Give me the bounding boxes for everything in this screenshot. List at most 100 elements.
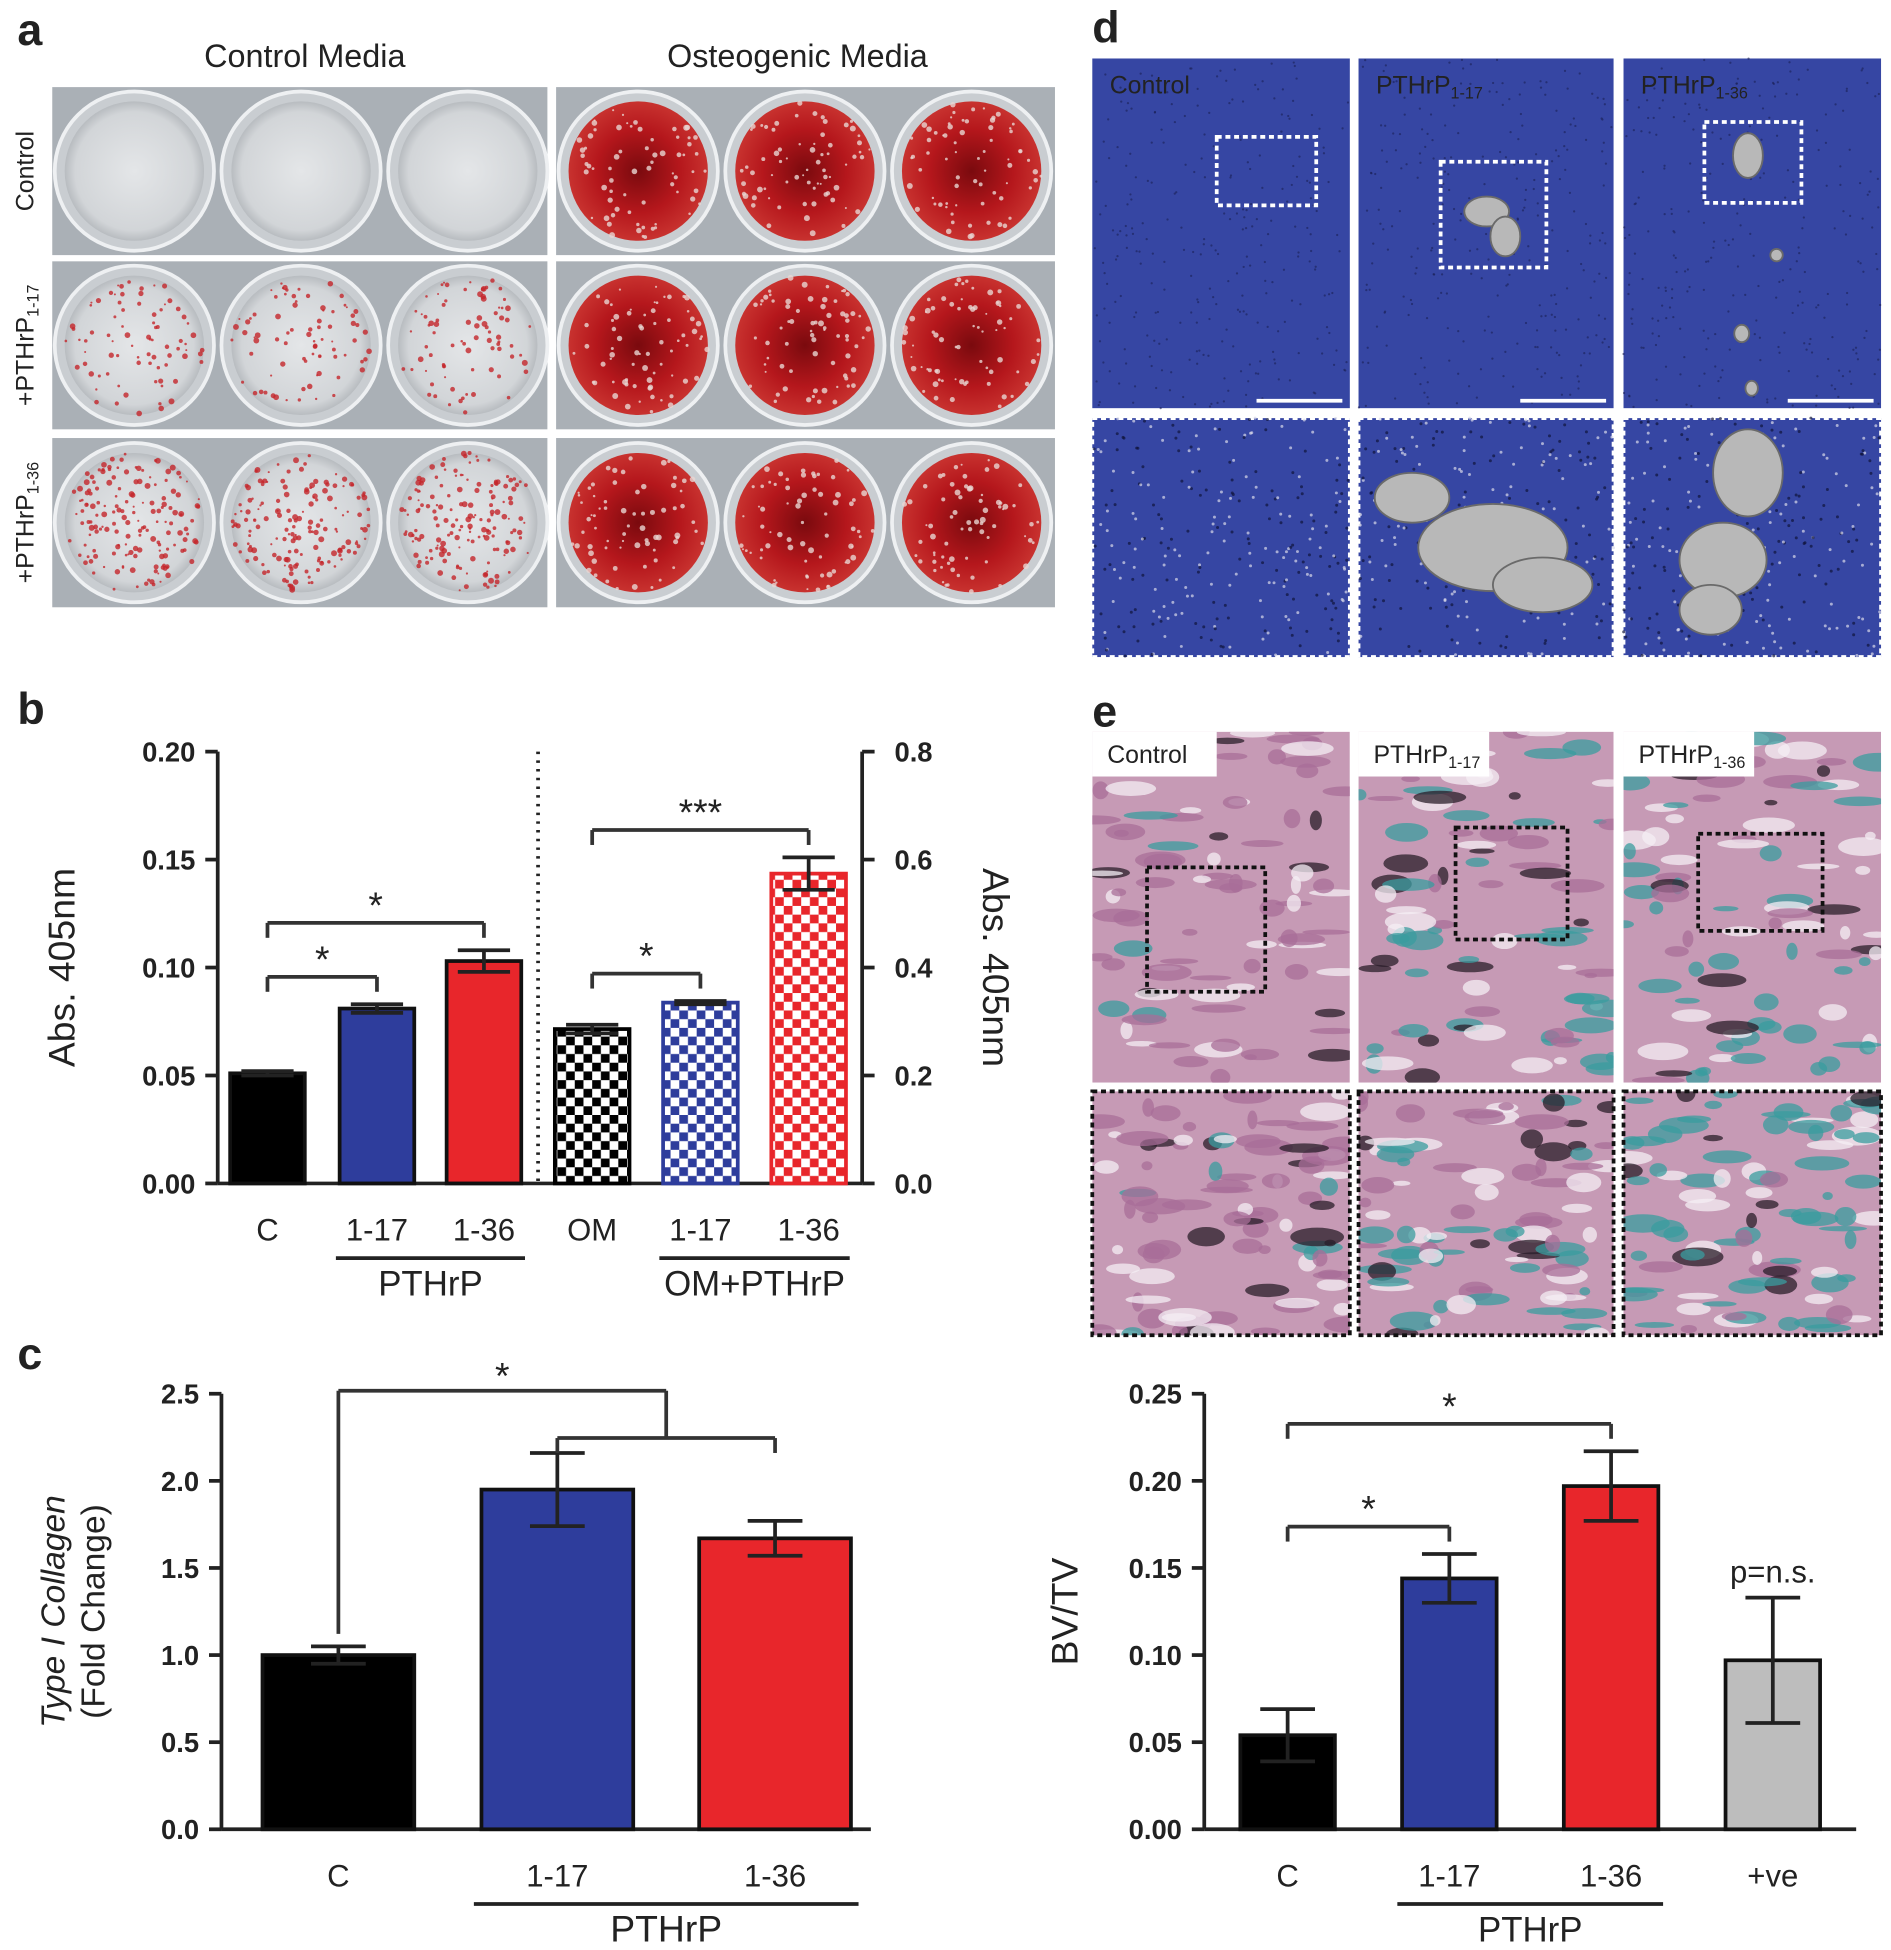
speck [1703,373,1705,375]
speckle [444,376,446,378]
speck [1814,574,1817,577]
speck [1851,525,1854,528]
speckle [1008,217,1011,220]
speckle [612,393,618,399]
speck [1609,602,1612,605]
speck [1496,59,1498,61]
speckle [690,317,695,322]
speck [1228,515,1231,518]
speck [1289,627,1292,630]
speck [1852,622,1855,625]
speck [1746,522,1749,525]
annotation: p=n.s. [1730,1555,1816,1590]
speck [1216,75,1218,77]
speckle [676,135,679,138]
speckle [489,490,493,494]
speckle [242,330,247,335]
speck [1586,456,1589,459]
speckle [182,315,187,320]
speckle [486,530,491,535]
tissue-fiber [1190,975,1232,980]
speckle [988,125,993,130]
speck [1684,103,1686,105]
speck [1661,304,1663,306]
speckle [610,358,612,360]
speck [1694,458,1697,461]
speck [1457,330,1459,332]
speck [1799,471,1802,474]
y-tick-label: 2.0 [161,1466,199,1497]
speck [1337,632,1340,635]
tissue-fiber [1215,753,1248,760]
speckle [275,508,281,514]
tissue-fiber [1262,1173,1290,1188]
speck [1384,311,1386,313]
speck [1432,444,1435,447]
tissue-fiber [1551,879,1605,892]
speck [1400,448,1403,451]
speck [1687,268,1689,270]
speck [1777,346,1779,348]
speckle [455,475,457,477]
speck [1859,182,1861,184]
speck [1857,358,1859,360]
speckle [857,530,860,533]
speckle [340,558,342,560]
speck [1285,550,1288,553]
speckle [317,325,321,329]
speck [1671,288,1673,290]
speck [1476,397,1478,399]
y-tick-label: 0.25 [1129,1379,1182,1410]
speck [1798,573,1801,576]
speckle [507,396,511,400]
speck [1426,587,1429,590]
speck [1797,304,1799,306]
speck [1651,332,1653,334]
speckle [780,364,785,369]
tissue-fiber [1713,906,1738,911]
speckle [273,394,279,400]
speckle [477,482,482,487]
speckle [950,102,955,107]
speck [1264,547,1267,550]
speck [1852,633,1855,636]
speck [1335,491,1338,494]
tissue-fiber [1760,1172,1788,1188]
speck [1878,610,1881,613]
tissue-fiber [1207,852,1221,865]
speckle [318,354,322,358]
speck [1554,294,1556,296]
speckle [413,553,418,558]
speck [1640,421,1643,424]
tissue-fiber [1230,729,1275,738]
speckle [493,548,496,551]
speckle [862,336,865,339]
speckle [187,322,190,325]
speck [1095,180,1097,182]
speck [1271,489,1274,492]
tissue-fiber [1405,1068,1440,1086]
speck [1842,210,1844,212]
group-label: OM+PTHrP [664,1264,845,1303]
speck [1778,561,1781,564]
y-axis-label: BV/TV [1043,1557,1085,1665]
panel-letter: b [17,684,44,734]
speckle [80,521,84,525]
tissue-fiber [1853,1132,1880,1143]
speckle [858,134,861,137]
speckle [573,352,576,355]
speckle [331,310,334,313]
speck [1550,294,1552,296]
x-tick-label: 1-17 [1418,1859,1480,1894]
speckle [998,404,1002,408]
speckle [119,284,124,289]
speckle [440,541,446,547]
speck [1163,261,1165,263]
speckle [112,475,116,479]
speck [1180,645,1183,648]
speckle [137,356,140,359]
speckle [414,529,417,532]
speck [1686,290,1688,292]
speck [1214,627,1217,630]
speckle [1009,317,1012,320]
